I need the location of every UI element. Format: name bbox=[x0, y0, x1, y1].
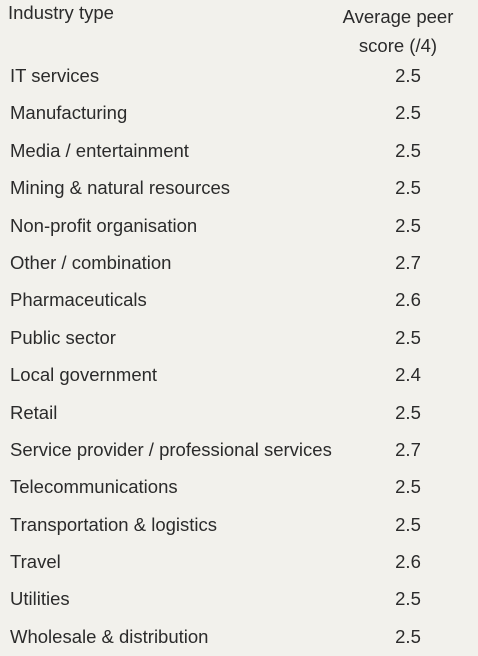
table-row: Media / entertainment 2.5 bbox=[0, 133, 478, 170]
score-cell: 2.6 bbox=[395, 551, 421, 573]
industry-cell: Media / entertainment bbox=[10, 139, 189, 161]
column-header-score: Average peer score (/4) bbox=[342, 6, 454, 56]
industry-cell: Travel bbox=[10, 551, 61, 573]
score-cell: 2.5 bbox=[395, 177, 421, 199]
score-cell: 2.5 bbox=[395, 326, 421, 348]
table-row: Pharmaceuticals 2.6 bbox=[0, 282, 478, 319]
table-row: Wholesale & distribution 2.5 bbox=[0, 619, 478, 656]
table-row: Retail 2.5 bbox=[0, 395, 478, 432]
industry-cell: Service provider / professional services bbox=[10, 438, 332, 460]
score-cell: 2.5 bbox=[395, 588, 421, 610]
score-cell: 2.4 bbox=[395, 364, 421, 386]
industry-cell: Other / combination bbox=[10, 251, 172, 273]
score-cell: 2.7 bbox=[395, 438, 421, 460]
industry-cell: Telecommunications bbox=[10, 476, 178, 498]
table-row: Local government 2.4 bbox=[0, 357, 478, 394]
score-cell: 2.5 bbox=[395, 102, 421, 124]
table-row: Service provider / professional services… bbox=[0, 432, 478, 469]
score-cell: 2.5 bbox=[395, 139, 421, 161]
industry-cell: Transportation & logistics bbox=[10, 513, 218, 535]
table-row: Utilities 2.5 bbox=[0, 581, 478, 618]
table-row: Transportation & logistics 2.5 bbox=[0, 507, 478, 544]
table-row: Manufacturing 2.5 bbox=[0, 95, 478, 132]
industry-cell: Wholesale & distribution bbox=[10, 625, 209, 647]
industry-cell: Pharmaceuticals bbox=[10, 289, 147, 311]
industry-cell: Utilities bbox=[10, 588, 70, 610]
industry-cell: Local government bbox=[10, 364, 158, 386]
score-cell: 2.6 bbox=[395, 289, 421, 311]
table-row: Mining & natural resources 2.5 bbox=[0, 170, 478, 207]
score-cell: 2.5 bbox=[395, 214, 421, 236]
score-cell: 2.5 bbox=[395, 625, 421, 647]
industry-cell: Retail bbox=[10, 401, 58, 423]
table-row: Non-profit organisation 2.5 bbox=[0, 208, 478, 245]
score-cell: 2.5 bbox=[395, 401, 421, 423]
industry-cell: Mining & natural resources bbox=[10, 177, 231, 199]
industry-cell: Public sector bbox=[10, 326, 116, 348]
column-header-industry: Industry type bbox=[8, 2, 114, 23]
table-row: Travel 2.6 bbox=[0, 544, 478, 581]
score-cell: 2.7 bbox=[395, 251, 421, 273]
industry-cell: IT services bbox=[10, 65, 100, 86]
industry-cell: Non-profit organisation bbox=[10, 214, 198, 236]
table-body: IT services 2.5 Manufacturing 2.5 Media / en… bbox=[0, 58, 478, 656]
score-cell: 2.5 bbox=[395, 513, 421, 535]
score-cell: 2.5 bbox=[395, 476, 421, 498]
score-cell: 2.5 bbox=[395, 65, 421, 86]
table-row: Public sector 2.5 bbox=[0, 320, 478, 357]
industry-cell: Manufacturing bbox=[10, 102, 128, 124]
table-row: IT services 2.5 bbox=[0, 58, 478, 95]
table-header: Industry type Average peer score (/4) bbox=[0, 0, 478, 56]
table-row: Telecommunications 2.5 bbox=[0, 469, 478, 506]
table-row: Other / combination 2.7 bbox=[0, 245, 478, 282]
